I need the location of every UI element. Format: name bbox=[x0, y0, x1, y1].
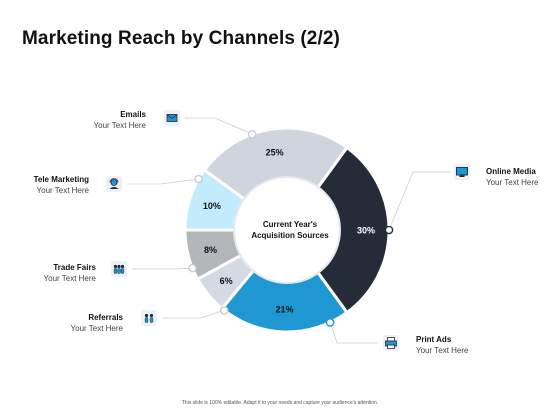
center-label-line-1: Current Year's bbox=[263, 220, 318, 229]
label-online-media-caption: Your Text Here bbox=[486, 178, 539, 187]
printer-icon bbox=[383, 335, 399, 351]
dot-referrals bbox=[219, 306, 229, 315]
label-print-ads: Print Ads Your Text Here bbox=[416, 334, 496, 356]
center-label-line-2: Acquisition Sources bbox=[251, 231, 329, 240]
slice-value-print-ads: 21% bbox=[276, 304, 294, 314]
label-referrals-caption: Your Text Here bbox=[70, 324, 123, 333]
label-online-media-name: Online Media bbox=[486, 167, 536, 176]
dot-tele-marketing bbox=[194, 174, 203, 184]
monitor-icon bbox=[454, 164, 470, 180]
connector-lines bbox=[127, 117, 451, 344]
label-trade-fairs-name: Trade Fairs bbox=[53, 263, 96, 272]
dot-online-media bbox=[384, 225, 394, 235]
label-online-media: Online Media Your Text Here bbox=[486, 166, 558, 188]
connector-referrals bbox=[162, 309, 225, 319]
label-tele-marketing-caption: Your Text Here bbox=[36, 186, 89, 195]
slice-value-labels: 30% 21% 6% 8% 10% 25% bbox=[203, 147, 375, 314]
label-tele-marketing-name: Tele Marketing bbox=[33, 175, 89, 184]
center-hole bbox=[233, 176, 341, 284]
label-emails-caption: Your Text Here bbox=[93, 121, 146, 130]
connector-dots bbox=[188, 129, 394, 327]
connector-emails bbox=[185, 117, 253, 135]
label-print-ads-caption: Your Text Here bbox=[416, 346, 469, 355]
connector-print-ads bbox=[329, 322, 378, 344]
connector-tele-marketing bbox=[127, 178, 199, 185]
connector-trade-fairs bbox=[132, 267, 193, 270]
people-icon bbox=[141, 310, 157, 326]
label-referrals: Referrals Your Text Here bbox=[43, 312, 123, 334]
label-print-ads-name: Print Ads bbox=[416, 335, 452, 344]
label-referrals-name: Referrals bbox=[88, 313, 123, 322]
label-emails-name: Emails bbox=[120, 110, 146, 119]
headset-icon bbox=[106, 176, 122, 192]
footer-note: This slide is 100% editable. Adapt it to… bbox=[181, 400, 379, 406]
slice-value-trade-fairs: 8% bbox=[204, 245, 217, 255]
page-title: Marketing Reach by Channels (2/2) bbox=[22, 28, 340, 49]
envelope-icon bbox=[164, 110, 180, 126]
label-trade-fairs: Trade Fairs Your Text Here bbox=[16, 262, 96, 284]
label-tele-marketing: Tele Marketing Your Text Here bbox=[9, 174, 89, 196]
slice-value-emails: 25% bbox=[266, 147, 284, 157]
label-emails: Emails Your Text Here bbox=[66, 109, 146, 131]
dot-emails bbox=[247, 129, 257, 139]
dot-print-ads bbox=[325, 318, 335, 327]
dot-trade-fairs bbox=[188, 263, 197, 273]
label-trade-fairs-caption: Your Text Here bbox=[43, 274, 96, 283]
connector-online-media bbox=[388, 171, 451, 231]
slice-value-online-media: 30% bbox=[357, 226, 375, 236]
channel-icons bbox=[106, 110, 470, 351]
slice-value-referrals: 6% bbox=[220, 276, 233, 286]
slice-value-tele-marketing: 10% bbox=[203, 201, 221, 211]
group-icon bbox=[111, 261, 127, 277]
